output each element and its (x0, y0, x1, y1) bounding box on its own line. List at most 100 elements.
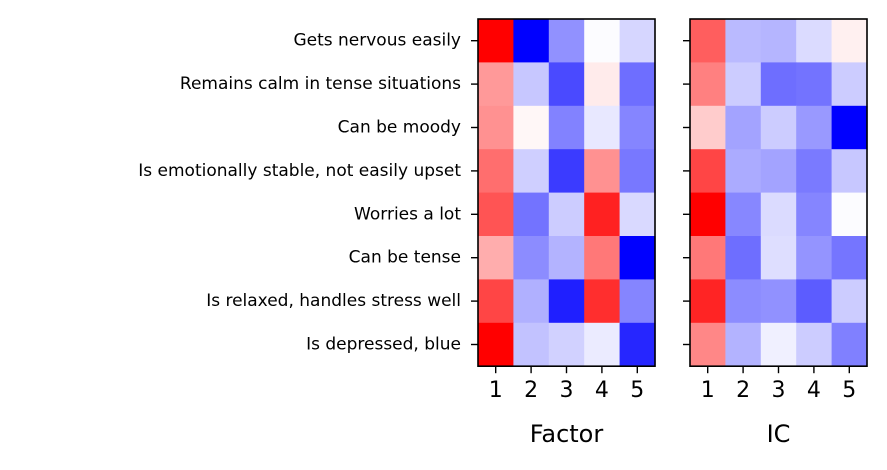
x-tick-label: 2 (736, 378, 750, 403)
heatmap-cell (725, 279, 762, 324)
heatmap-cell (725, 192, 762, 237)
x-tick-label: 3 (560, 378, 574, 403)
heatmap-cell (478, 19, 514, 63)
heatmap-cell (760, 322, 797, 367)
row-label: Can be moody (338, 118, 461, 138)
heatmap-cell (478, 149, 514, 194)
heatmap-cell (725, 149, 762, 194)
heatmap-cell (690, 105, 726, 150)
heatmap-cell (584, 322, 621, 367)
heatmap-cell (584, 279, 621, 324)
heatmap-cell (796, 279, 833, 324)
x-tick-label: 5 (630, 378, 644, 403)
heatmap-cell (760, 62, 797, 107)
heatmap-cell (548, 192, 585, 237)
heatmap-cell (478, 236, 514, 280)
heatmap-cell (548, 236, 585, 280)
heatmap-cell (725, 105, 762, 150)
heatmap-cell (478, 279, 514, 324)
heatmap-cell (831, 279, 868, 324)
heatmap-cell (690, 236, 726, 280)
heatmap-cell (584, 192, 621, 237)
row-label: Worries a lot (354, 204, 461, 224)
heatmap-cell (796, 105, 833, 150)
heatmap-cell (548, 62, 585, 107)
heatmap-cell (796, 236, 833, 280)
heatmap-cell (690, 62, 726, 107)
heatmap-cell (548, 322, 585, 367)
heatmap-cell (690, 149, 726, 194)
heatmap-cell (796, 149, 833, 194)
heatmap-cell (760, 236, 797, 280)
heatmap-cell (513, 322, 550, 367)
heatmap-cell (584, 236, 621, 280)
heatmap-cell (548, 279, 585, 324)
heatmap-cell (619, 105, 656, 150)
heatmap-cell (831, 19, 868, 63)
row-label: Is emotionally stable, not easily upset (138, 161, 461, 181)
x-axis-label: Factor (530, 420, 604, 448)
heatmap-cell (725, 62, 762, 107)
heatmap-cell (619, 19, 656, 63)
row-label: Remains calm in tense situations (180, 74, 461, 94)
heatmap-cell (478, 322, 514, 367)
x-axis-label: IC (767, 420, 791, 448)
heatmap-cell (584, 149, 621, 194)
heatmap-cell (796, 19, 833, 63)
heatmap-cell (831, 105, 868, 150)
heatmap-cell (760, 149, 797, 194)
heatmap-cell (725, 19, 762, 63)
heatmap-cell (478, 62, 514, 107)
heatmap-cell (690, 192, 726, 237)
x-tick-label: 4 (595, 378, 609, 403)
heatmap-cell (690, 279, 726, 324)
heatmap-cell (796, 192, 833, 237)
row-label: Is relaxed, handles stress well (206, 291, 461, 311)
heatmap-cell (831, 149, 868, 194)
heatmap-cell (513, 192, 550, 237)
row-label: Is depressed, blue (306, 335, 461, 355)
heatmap-cell (760, 105, 797, 150)
x-tick-label: 4 (807, 378, 821, 403)
heatmap-cell (513, 105, 550, 150)
heatmap-cell (584, 62, 621, 107)
heatmap-cell (513, 149, 550, 194)
heatmap-cell (513, 279, 550, 324)
heatmap-cell (584, 105, 621, 150)
heatmap-cell (760, 192, 797, 237)
heatmap-cell (619, 192, 656, 237)
heatmap-cell (513, 236, 550, 280)
heatmap-cell (690, 322, 726, 367)
heatmap-cell (548, 149, 585, 194)
x-tick-label: 1 (489, 378, 503, 403)
heatmap-cell (619, 236, 656, 280)
heatmap-cell (478, 105, 514, 150)
heatmap-cell (760, 19, 797, 63)
heatmap-cell (690, 19, 726, 63)
heatmap-cell (619, 62, 656, 107)
heatmap-cell (548, 105, 585, 150)
heatmap-cell (725, 322, 762, 367)
x-tick-label: 3 (772, 378, 786, 403)
heatmap-cell (831, 192, 868, 237)
heatmap-cell (619, 279, 656, 324)
heatmap-cell (548, 19, 585, 63)
row-label: Can be tense (349, 248, 461, 268)
heatmap-cell (584, 19, 621, 63)
heatmap-cell (478, 192, 514, 237)
heatmap-cell (760, 279, 797, 324)
heatmap-cell (725, 236, 762, 280)
heatmap-cell (796, 322, 833, 367)
x-tick-label: 2 (524, 378, 538, 403)
heatmap-cell (831, 322, 868, 367)
heatmap-cell (513, 62, 550, 107)
x-tick-label: 5 (842, 378, 856, 403)
x-tick-label: 1 (701, 378, 715, 403)
heatmap-cell (619, 149, 656, 194)
heatmap-cell (831, 62, 868, 107)
heatmap-cell (831, 236, 868, 280)
heatmap-cell (796, 62, 833, 107)
heatmap-cell (619, 322, 656, 367)
heatmap-cell (513, 19, 550, 63)
